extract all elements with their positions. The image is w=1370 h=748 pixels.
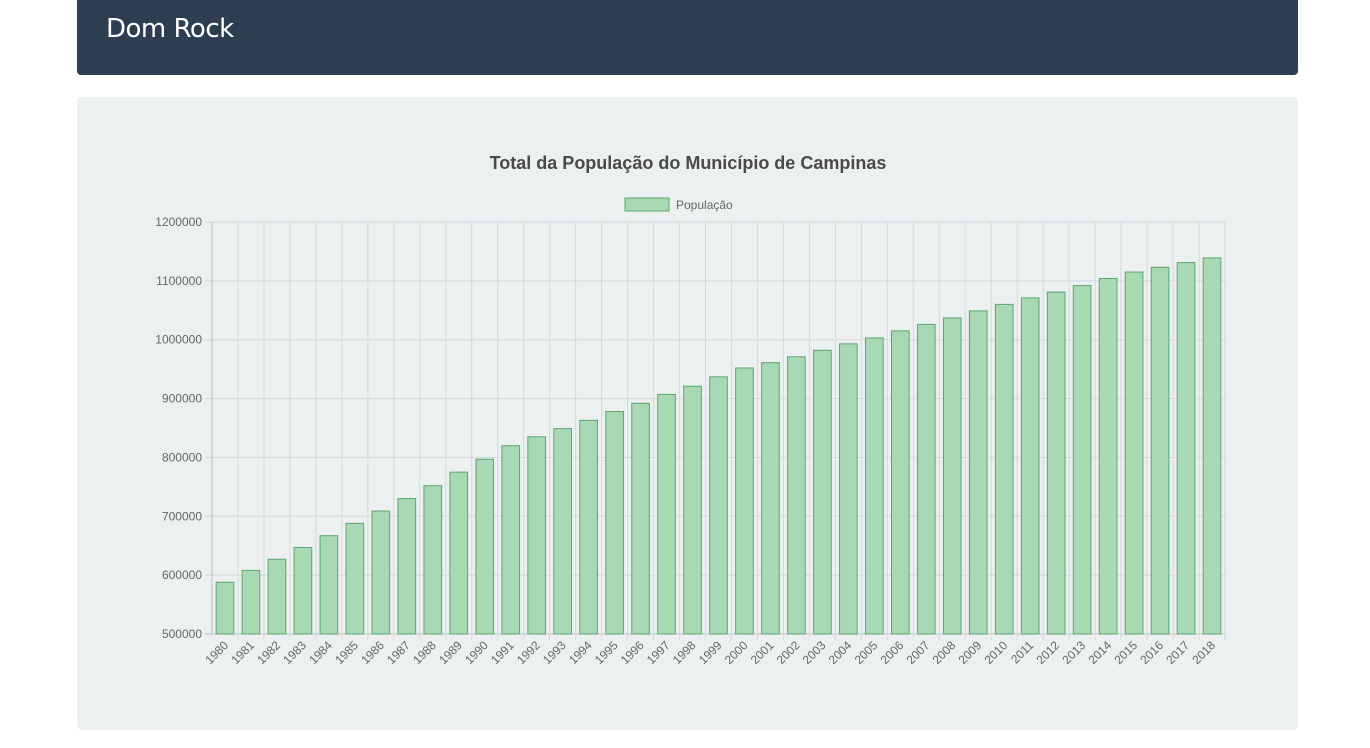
bar-1980[interactable] bbox=[215, 581, 235, 635]
legend[interactable]: População bbox=[624, 197, 733, 212]
x-tick-label: 2006 bbox=[878, 638, 907, 667]
bar-2003[interactable] bbox=[813, 349, 832, 635]
x-tick-label: 2015 bbox=[1111, 638, 1140, 667]
y-tick-label: 600000 bbox=[162, 568, 202, 582]
bar-2010[interactable] bbox=[994, 303, 1014, 635]
x-tick-label: 1995 bbox=[592, 638, 621, 667]
x-axis: 1980198119821983198419851986198719881989… bbox=[202, 638, 1218, 667]
x-tick-label: 2004 bbox=[826, 638, 855, 667]
y-tick-label: 700000 bbox=[162, 509, 202, 523]
bar-2018[interactable] bbox=[1202, 257, 1222, 635]
x-tick-label: 2018 bbox=[1189, 638, 1218, 667]
x-tick-label: 1983 bbox=[280, 638, 309, 667]
x-tick-label: 1982 bbox=[254, 638, 283, 667]
x-tick-label: 2003 bbox=[800, 638, 829, 667]
bar-1985[interactable] bbox=[345, 522, 365, 635]
bar-2006[interactable] bbox=[890, 330, 910, 635]
y-tick-label: 1000000 bbox=[155, 333, 202, 347]
x-tick-label: 2012 bbox=[1034, 638, 1063, 667]
bar-1990[interactable] bbox=[475, 458, 495, 635]
y-tick-label: 1100000 bbox=[156, 274, 202, 288]
bar-2016[interactable] bbox=[1150, 266, 1170, 635]
x-tick-label: 2008 bbox=[930, 638, 959, 667]
x-tick-label: 2016 bbox=[1137, 638, 1166, 667]
chart-panel: Total da População do Município de Campi… bbox=[77, 97, 1298, 730]
x-tick-label: 1999 bbox=[696, 638, 725, 667]
x-tick-label: 1990 bbox=[462, 638, 491, 667]
x-tick-label: 1993 bbox=[540, 638, 569, 667]
x-tick-label: 2001 bbox=[748, 638, 777, 667]
chart-title: Total da População do Município de Campi… bbox=[490, 153, 887, 173]
x-tick-label: 1989 bbox=[436, 638, 465, 667]
x-tick-label: 1981 bbox=[228, 638, 257, 667]
x-tick-label: 1991 bbox=[488, 638, 517, 667]
x-tick-label: 1986 bbox=[358, 638, 387, 667]
x-tick-label: 2010 bbox=[982, 638, 1011, 667]
bar-2014[interactable] bbox=[1098, 278, 1118, 635]
bar-1997[interactable] bbox=[657, 393, 676, 635]
y-tick-label: 500000 bbox=[162, 627, 202, 641]
x-tick-label: 1987 bbox=[384, 638, 413, 667]
navbar: Dom Rock bbox=[77, 0, 1298, 75]
x-tick-label: 1988 bbox=[410, 638, 439, 667]
y-tick-label: 800000 bbox=[162, 450, 202, 464]
x-tick-label: 1996 bbox=[618, 638, 647, 667]
x-tick-label: 2007 bbox=[904, 638, 933, 667]
bar-1982[interactable] bbox=[267, 558, 287, 635]
bar-2011[interactable] bbox=[1020, 297, 1040, 635]
legend-label: População bbox=[676, 198, 733, 212]
bar-1988[interactable] bbox=[423, 485, 443, 635]
bar-1994[interactable] bbox=[579, 419, 598, 635]
bar-1989[interactable] bbox=[449, 471, 469, 635]
bar-2005[interactable] bbox=[865, 337, 884, 635]
bar-2002[interactable] bbox=[787, 356, 806, 635]
bar-2015[interactable] bbox=[1124, 271, 1144, 635]
x-tick-label: 1985 bbox=[332, 638, 361, 667]
bar-1981[interactable] bbox=[241, 569, 261, 635]
bar-1999[interactable] bbox=[709, 376, 728, 635]
x-tick-label: 1998 bbox=[670, 638, 699, 667]
bar-1987[interactable] bbox=[397, 498, 417, 635]
bar-1992[interactable] bbox=[527, 436, 547, 635]
x-tick-label: 1992 bbox=[514, 638, 543, 667]
x-tick-label: 2002 bbox=[774, 638, 803, 667]
bar-2008[interactable] bbox=[942, 317, 962, 635]
x-tick-label: 1984 bbox=[306, 638, 335, 667]
legend-swatch bbox=[624, 197, 670, 212]
x-tick-label: 2000 bbox=[722, 638, 751, 667]
bar-1984[interactable] bbox=[319, 535, 339, 635]
x-tick-label: 2005 bbox=[852, 638, 881, 667]
population-bar-chart: Total da População do Município de Campi… bbox=[155, 153, 1226, 667]
x-tick-label: 1994 bbox=[566, 638, 595, 667]
bar-1993[interactable] bbox=[553, 428, 572, 635]
gridlines bbox=[205, 221, 1226, 640]
bar-2004[interactable] bbox=[839, 343, 858, 635]
x-tick-label: 2011 bbox=[1008, 638, 1036, 666]
x-tick-label: 2009 bbox=[956, 638, 985, 667]
y-tick-label: 1200000 bbox=[155, 215, 202, 229]
x-tick-label: 2013 bbox=[1059, 638, 1088, 667]
bar-2013[interactable] bbox=[1072, 285, 1092, 635]
x-tick-label: 1980 bbox=[202, 638, 231, 667]
bar-2000[interactable] bbox=[735, 367, 754, 635]
bar-1998[interactable] bbox=[683, 385, 702, 635]
x-tick-label: 2014 bbox=[1085, 638, 1114, 667]
bar-2012[interactable] bbox=[1046, 291, 1066, 635]
bars bbox=[215, 257, 1222, 635]
x-tick-label: 1997 bbox=[644, 638, 673, 667]
bar-2001[interactable] bbox=[761, 362, 780, 635]
bar-1983[interactable] bbox=[293, 546, 313, 635]
bar-1986[interactable] bbox=[371, 510, 391, 635]
y-tick-label: 900000 bbox=[162, 392, 202, 406]
x-tick-label: 2017 bbox=[1163, 638, 1192, 667]
brand-title[interactable]: Dom Rock bbox=[106, 14, 234, 44]
bar-1995[interactable] bbox=[605, 411, 624, 635]
bar-1991[interactable] bbox=[501, 445, 521, 635]
y-axis: 500000 600000 700000 800000 900000 1000000 110… bbox=[155, 215, 202, 641]
bar-2009[interactable] bbox=[968, 310, 988, 635]
bar-2017[interactable] bbox=[1176, 262, 1196, 635]
bar-1996[interactable] bbox=[631, 402, 650, 635]
bar-2007[interactable] bbox=[916, 323, 936, 635]
